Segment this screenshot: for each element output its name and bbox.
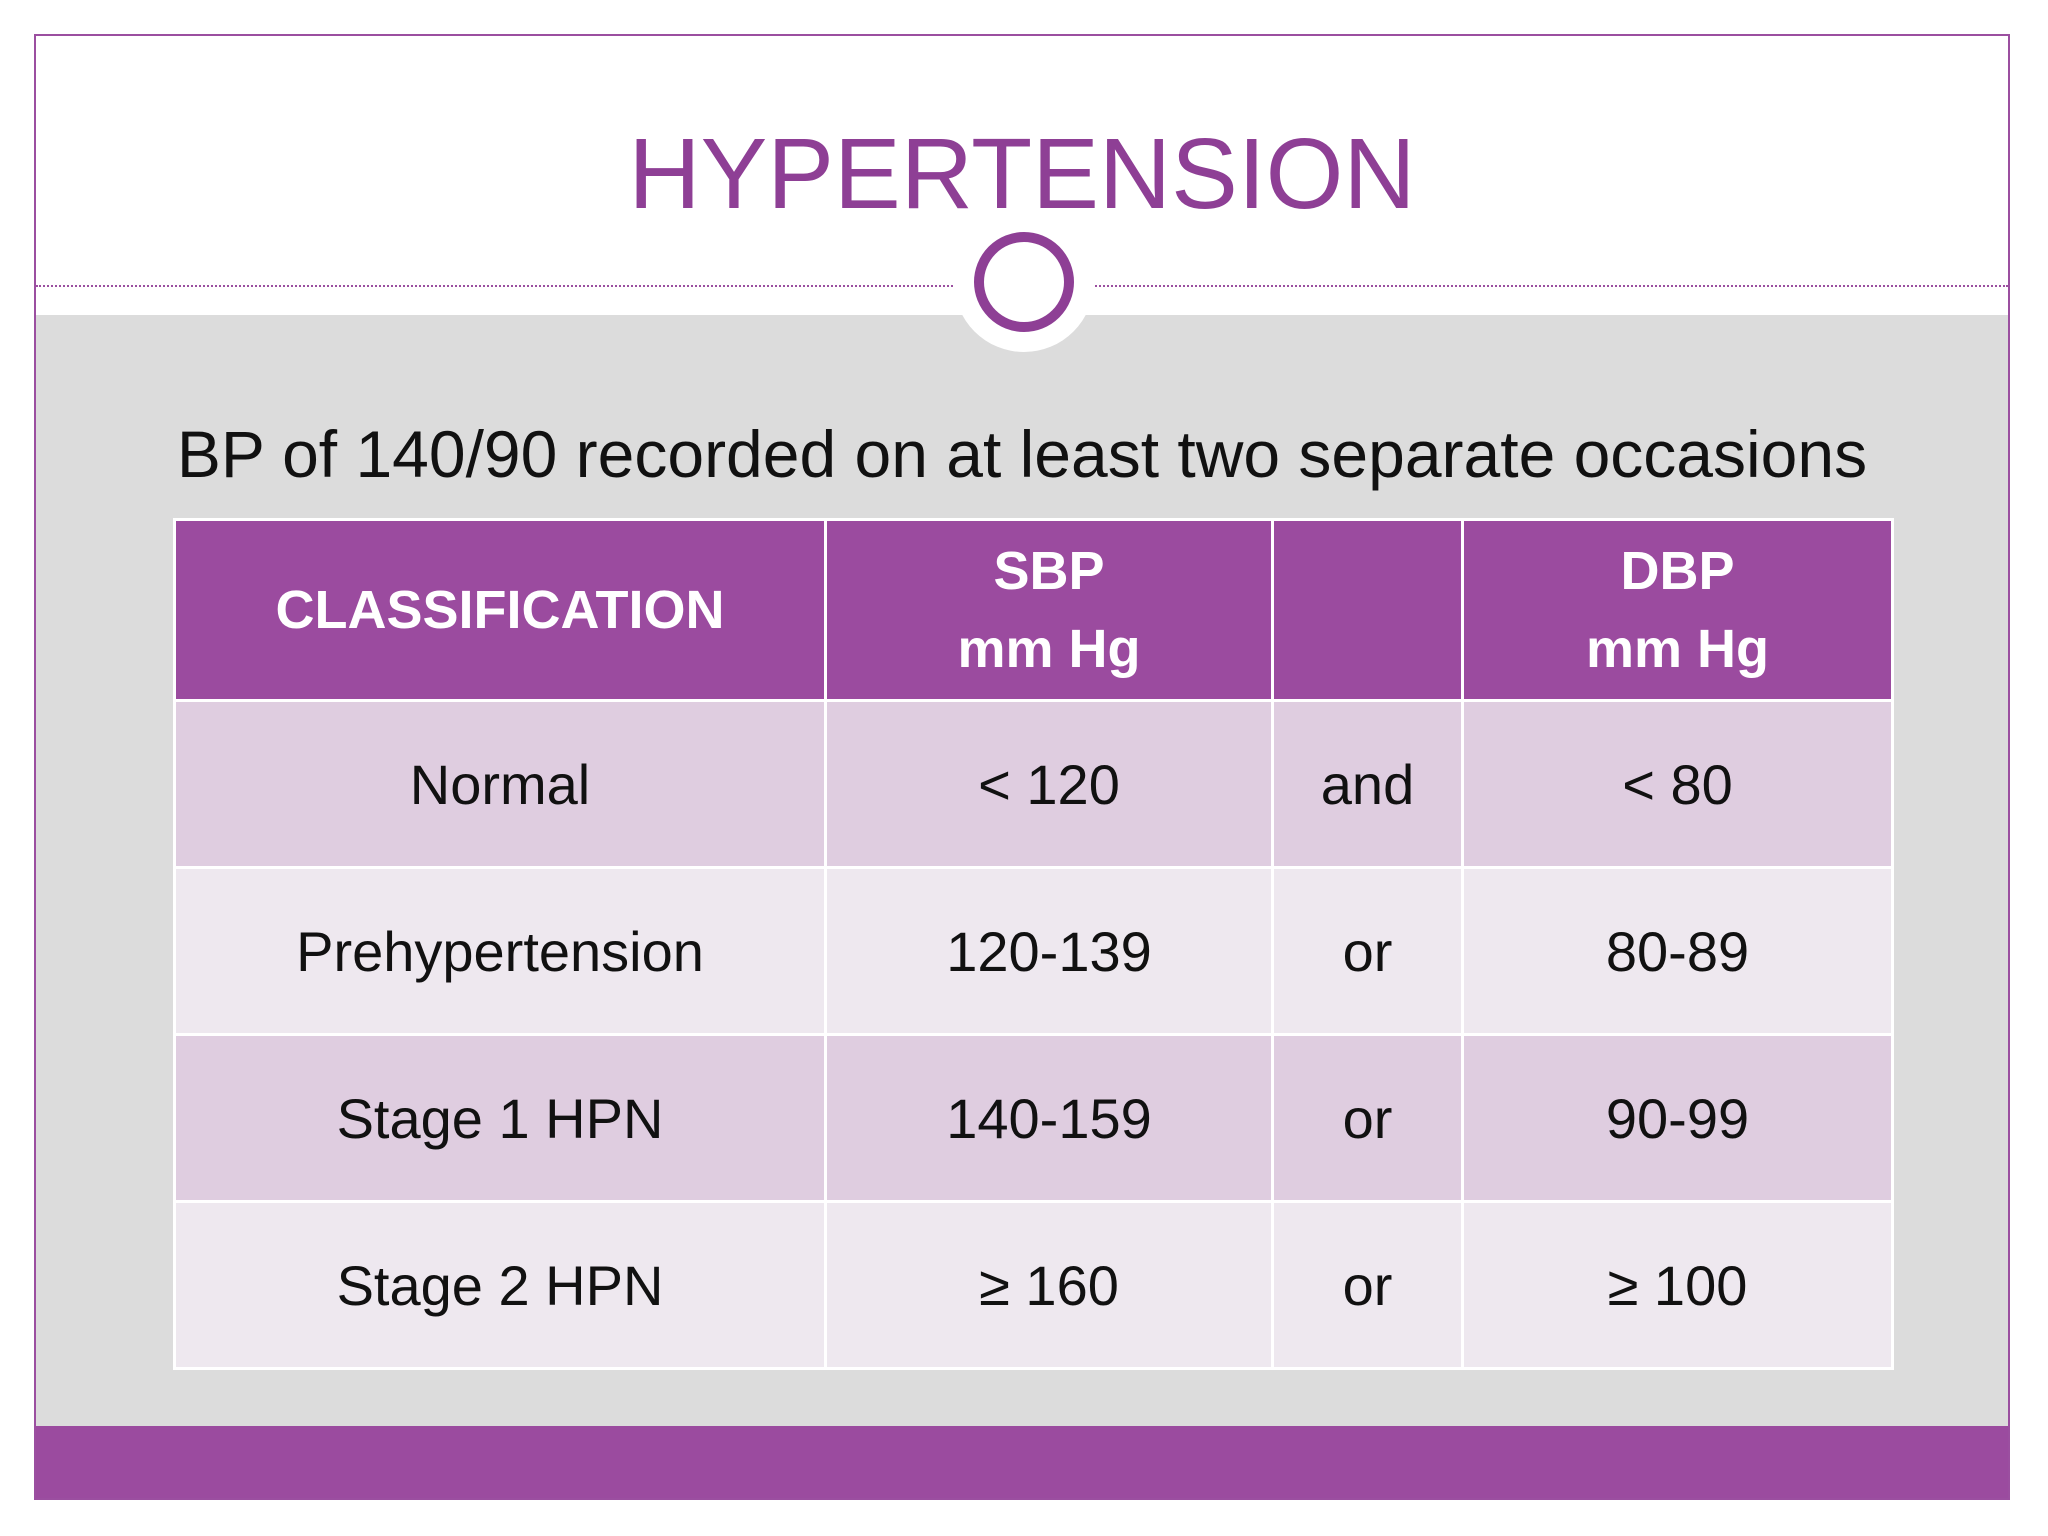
table-cell: < 80 <box>1461 699 1894 869</box>
header-text: mm Hg <box>957 619 1141 679</box>
header-text: CLASSIFICATION <box>275 579 725 640</box>
slide-frame: HYPERTENSION BP of 140/90 recorded on at… <box>34 34 2010 1500</box>
header-text: SBP <box>993 540 1105 601</box>
table-cell: 90-99 <box>1461 1033 1894 1203</box>
table-cell: or <box>1271 1200 1464 1370</box>
header-cell: DBP mm Hg <box>1461 518 1894 702</box>
header-cell <box>1271 518 1464 702</box>
table-cell: ≥ 100 <box>1461 1200 1894 1370</box>
table-cell: or <box>1271 866 1464 1036</box>
table-row: Stage 1 HPN 140-159 or 90-99 <box>173 1033 1894 1203</box>
subtitle: BP of 140/90 recorded on at least two se… <box>176 417 1868 491</box>
table-row: Stage 2 HPN ≥ 160 or ≥ 100 <box>173 1200 1894 1370</box>
table-cell: 140-159 <box>824 1033 1274 1203</box>
header-row: CLASSIFICATION SBP mm Hg DBP mm Hg <box>173 518 1894 702</box>
header-text: DBP <box>1620 540 1735 601</box>
table-cell: Normal <box>173 699 827 869</box>
header-cell: CLASSIFICATION <box>173 518 827 702</box>
table-body: Normal < 120 and < 80 Prehypertension 120-139… <box>173 699 1894 1370</box>
table-cell: Stage 1 HPN <box>173 1033 827 1203</box>
header-text: mm Hg <box>1585 619 1769 679</box>
table-cell: Prehypertension <box>173 866 827 1036</box>
header-cell: SBP mm Hg <box>824 518 1274 702</box>
table-cell: < 120 <box>824 699 1274 869</box>
table-row: Prehypertension 120-139 or 80-89 <box>173 866 1894 1036</box>
table-cell: 120-139 <box>824 866 1274 1036</box>
table-cell: and <box>1271 699 1464 869</box>
table-cell: 80-89 <box>1461 866 1894 1036</box>
ring <box>974 232 1074 332</box>
table-cell: Stage 2 HPN <box>173 1200 827 1370</box>
footer-bar <box>36 1426 2008 1498</box>
bp-table: CLASSIFICATION SBP mm Hg DBP mm Hg Normal <… <box>173 518 1894 1370</box>
table-row: Normal < 120 and < 80 <box>173 699 1894 869</box>
table-cell: ≥ 160 <box>824 1200 1274 1370</box>
table-cell: or <box>1271 1033 1464 1203</box>
slide-title: HYPERTENSION <box>628 118 1416 230</box>
